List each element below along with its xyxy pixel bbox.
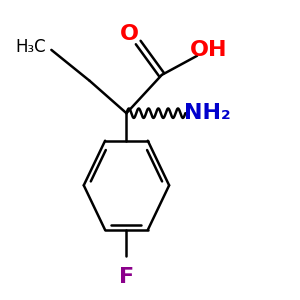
Text: H₃C: H₃C: [15, 38, 46, 56]
Text: O: O: [120, 24, 139, 44]
Text: F: F: [119, 267, 134, 286]
Text: OH: OH: [190, 40, 228, 60]
Text: NH₂: NH₂: [184, 103, 231, 123]
